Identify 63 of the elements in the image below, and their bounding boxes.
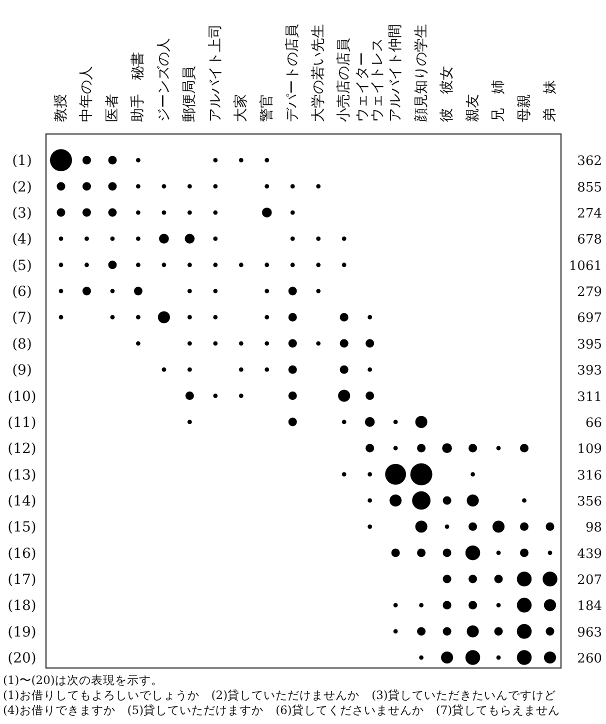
text: (1)お借りしてもよろしいでしょうか (2)貸していただけませんか (3)貸していただきたいんですけど [3, 688, 556, 702]
y-tick-label: (11) [8, 414, 36, 431]
category-label: 697 [577, 311, 602, 326]
y-tick-label: (17) [8, 572, 36, 588]
y-tick-label: (4) [12, 232, 32, 248]
x-tick-label: 郵便局員 [182, 66, 198, 122]
category-label: 260 [577, 652, 602, 667]
y-tick-label: (2) [12, 179, 32, 196]
y-tick-label: (18) [8, 598, 36, 614]
x-tick-label: 医者 [104, 94, 120, 122]
x-tick-label: アルバイト仲間 [388, 24, 404, 122]
category-label: 855 [577, 180, 602, 196]
x-tick-label: 大家 [233, 94, 250, 122]
category-label: 362 [577, 154, 602, 170]
x-tick-label: ウェイターウェイトレス [354, 38, 386, 122]
y-tick-label: (6) [12, 284, 32, 300]
category-label: 184 [577, 599, 602, 614]
category-label: 274 [577, 206, 602, 222]
y-tick-label: (7) [12, 310, 32, 326]
y-tick-label: (1) [12, 153, 32, 170]
x-tick-label: アルバイト上司 [207, 24, 224, 122]
y-tick-label: (10) [8, 388, 36, 405]
x-tick-label: 中年の人 [78, 66, 95, 122]
category-label: 439 [577, 546, 602, 562]
x-tick-label: ジーンズの人 [156, 38, 172, 122]
category-label: 395 [577, 337, 602, 352]
x-tick-label: 警官 [258, 94, 275, 122]
y-tick-label: (20) [8, 650, 36, 667]
y-tick-label: (5) [12, 258, 32, 274]
y-tick-label: (14) [8, 493, 36, 510]
y-tick-label: (12) [8, 441, 36, 458]
category-label: 678 [577, 232, 602, 248]
x-tick-label: 小売店の店員 [336, 38, 352, 122]
category-label: 356 [577, 494, 602, 510]
category-label: 98 [585, 520, 602, 536]
x-tick-label: デパートの店員 [284, 24, 301, 122]
category-label: 311 [577, 390, 602, 405]
category-label: 279 [577, 285, 602, 300]
y-tick-label: (9) [12, 362, 32, 379]
y-tick-label: (19) [8, 624, 36, 640]
y-tick-label: (3) [12, 206, 32, 222]
y-tick-label: (15) [8, 520, 36, 536]
text: (1)〜(20)は次の表現を示す。 [3, 673, 163, 687]
y-tick-label: (8) [12, 336, 32, 352]
x-tick-label: 母親 [516, 94, 532, 122]
category-label: 207 [577, 573, 602, 588]
y-tick-label: (13) [8, 467, 36, 484]
x-tick-label: 教授 [53, 94, 69, 122]
y-tick-label: (16) [8, 546, 36, 562]
x-tick-label: 親友 [464, 94, 481, 122]
category-label: 109 [577, 442, 602, 458]
category-label: 393 [577, 364, 602, 379]
category-label: 963 [577, 625, 602, 640]
x-tick-label: 彼 彼女 [439, 66, 456, 122]
text: (4)お借りできますか (5)貸していただけますか (6)貸してくださいませんか (7)貸してもらえません [3, 703, 560, 717]
x-tick-label: 大学の若い先生 [310, 24, 326, 122]
category-label: 66 [585, 416, 602, 431]
x-tick-label: 弟 妹 [542, 80, 558, 122]
x-tick-label: 顔見知りの学生 [413, 24, 430, 122]
category-label: 316 [577, 468, 602, 484]
x-tick-label: 助手 秘書 [130, 52, 146, 122]
category-label: 1061 [568, 258, 602, 274]
x-tick-label: 兄 姉 [490, 80, 507, 122]
